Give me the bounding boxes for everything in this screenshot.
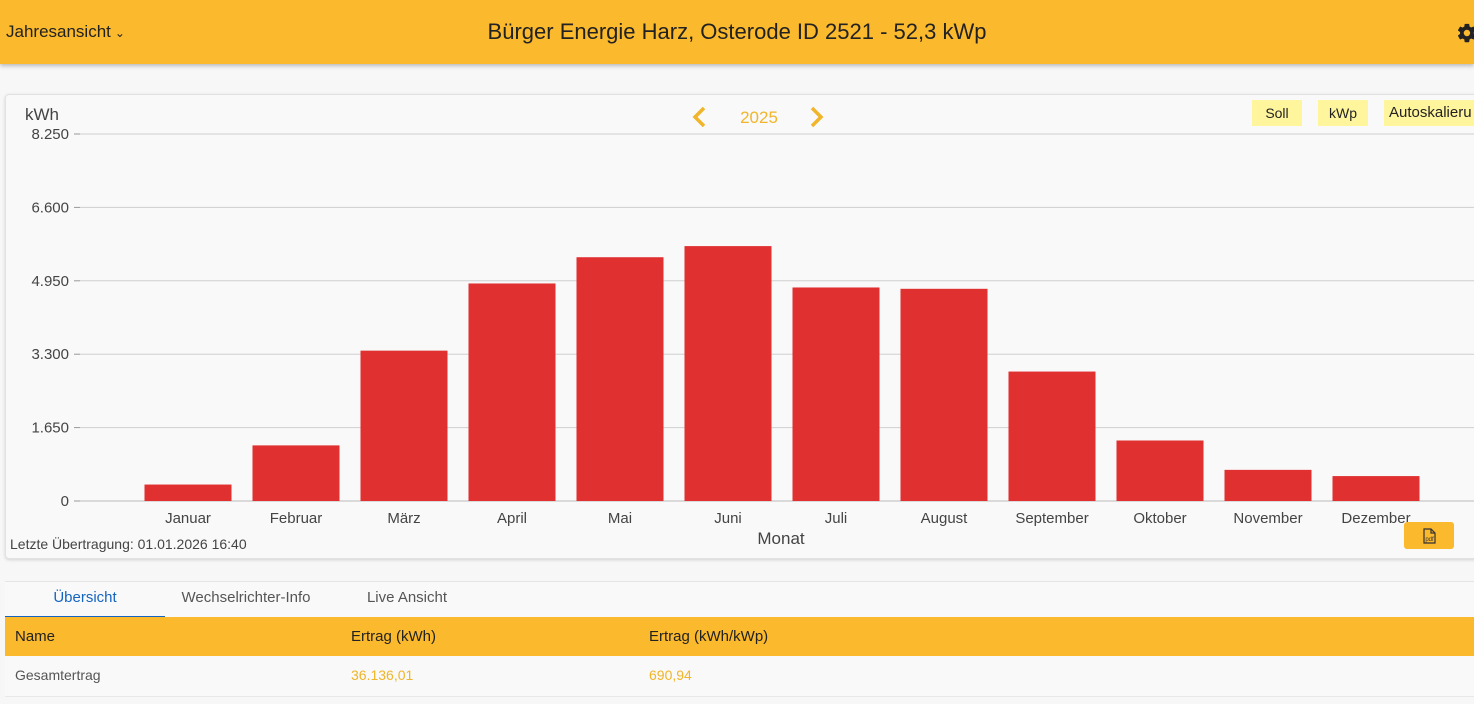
top-bar: Jahresansicht ⌄ Bürger Energie Harz, Oste… — [0, 0, 1474, 64]
soll-toggle[interactable]: Soll — [1252, 100, 1302, 126]
bar[interactable] — [684, 246, 772, 501]
x-tick-label: September — [1015, 510, 1088, 527]
x-tick-label: Oktober — [1133, 510, 1186, 527]
autoscale-toggle[interactable]: Autoskalieru — [1384, 100, 1474, 126]
bar[interactable] — [1116, 440, 1204, 501]
y-tick-label: 1.650 — [31, 420, 69, 437]
chevron-left-icon[interactable] — [690, 105, 710, 129]
row-ertrag-kwh-kwp: 690,94 — [649, 667, 692, 683]
bar-chart: kWh Monat 0 1.650 3.300 4.950 6.600 8.250 Janu… — [25, 105, 1474, 548]
last-transmission-status: Letzte Übertragung: 01.01.2026 16:40 — [10, 536, 247, 552]
column-header-ertrag-kwh-kwp: Ertrag (kWh/kWp) — [649, 628, 769, 645]
year-label: 2025 — [740, 108, 778, 127]
page-title: Bürger Energie Harz, Osterode ID 2521 - … — [487, 19, 987, 44]
x-tick-label: März — [387, 510, 420, 527]
tab-live-ansicht[interactable]: Live Ansicht — [366, 589, 448, 606]
row-name: Gesamtertrag — [15, 667, 101, 683]
bar[interactable] — [360, 350, 448, 501]
bar[interactable] — [252, 445, 340, 501]
y-axis-label: kWh — [25, 105, 59, 124]
y-tick-label: 3.300 — [31, 346, 69, 363]
x-tick-label: Februar — [270, 510, 323, 527]
bar[interactable] — [468, 283, 556, 501]
table-header: Name Ertrag (kWh) Ertrag (kWh/kWp) — [5, 617, 1474, 656]
gear-icon[interactable] — [1456, 20, 1474, 46]
view-select-label: Jahresansicht — [6, 22, 111, 41]
chevron-down-icon: ⌄ — [114, 26, 125, 40]
column-header-name: Name — [15, 628, 56, 645]
bar[interactable] — [144, 484, 232, 501]
bar[interactable] — [792, 287, 880, 501]
bar[interactable] — [1008, 371, 1096, 501]
y-tick-label: 6.600 — [31, 199, 69, 216]
bar[interactable] — [576, 257, 664, 501]
x-tick-label: April — [497, 510, 527, 527]
x-axis-label: Monat — [757, 529, 805, 548]
bar[interactable] — [1224, 469, 1312, 501]
pdf-export-icon: pdf — [1423, 528, 1436, 544]
svg-text:pdf: pdf — [1425, 537, 1434, 543]
bar[interactable] — [1332, 476, 1420, 501]
y-tick-label: 8.250 — [31, 126, 69, 143]
tab-bar: Übersicht Wechselrichter-Info Live Ansic… — [5, 581, 1474, 618]
x-tick-label: Dezember — [1341, 510, 1410, 527]
x-tick-label: August — [921, 510, 969, 527]
tab-uebersicht[interactable]: Übersicht — [5, 582, 165, 618]
x-tick-label: Juni — [714, 510, 742, 527]
year-navigation: 2025 — [690, 104, 830, 130]
bar[interactable] — [900, 288, 988, 501]
pdf-export-button[interactable]: pdf — [1404, 522, 1454, 549]
tab-wechselrichter-info[interactable]: Wechselrichter-Info — [181, 589, 311, 606]
y-tick-label: 4.950 — [31, 273, 69, 290]
x-tick-label: Juli — [825, 510, 848, 527]
row-ertrag-kwh: 36.136,01 — [351, 667, 414, 683]
chevron-right-icon[interactable] — [806, 105, 826, 129]
kwp-toggle[interactable]: kWp — [1318, 100, 1368, 126]
table-row: Gesamtertrag 36.136,01 690,94 — [5, 656, 1474, 697]
view-select-dropdown[interactable]: Jahresansicht ⌄ — [6, 22, 125, 42]
x-tick-label: November — [1233, 510, 1302, 527]
x-tick-label: Mai — [608, 510, 632, 527]
x-tick-label: Januar — [165, 510, 211, 527]
column-header-ertrag-kwh: Ertrag (kWh) — [351, 628, 437, 645]
y-tick-label: 0 — [61, 493, 69, 510]
